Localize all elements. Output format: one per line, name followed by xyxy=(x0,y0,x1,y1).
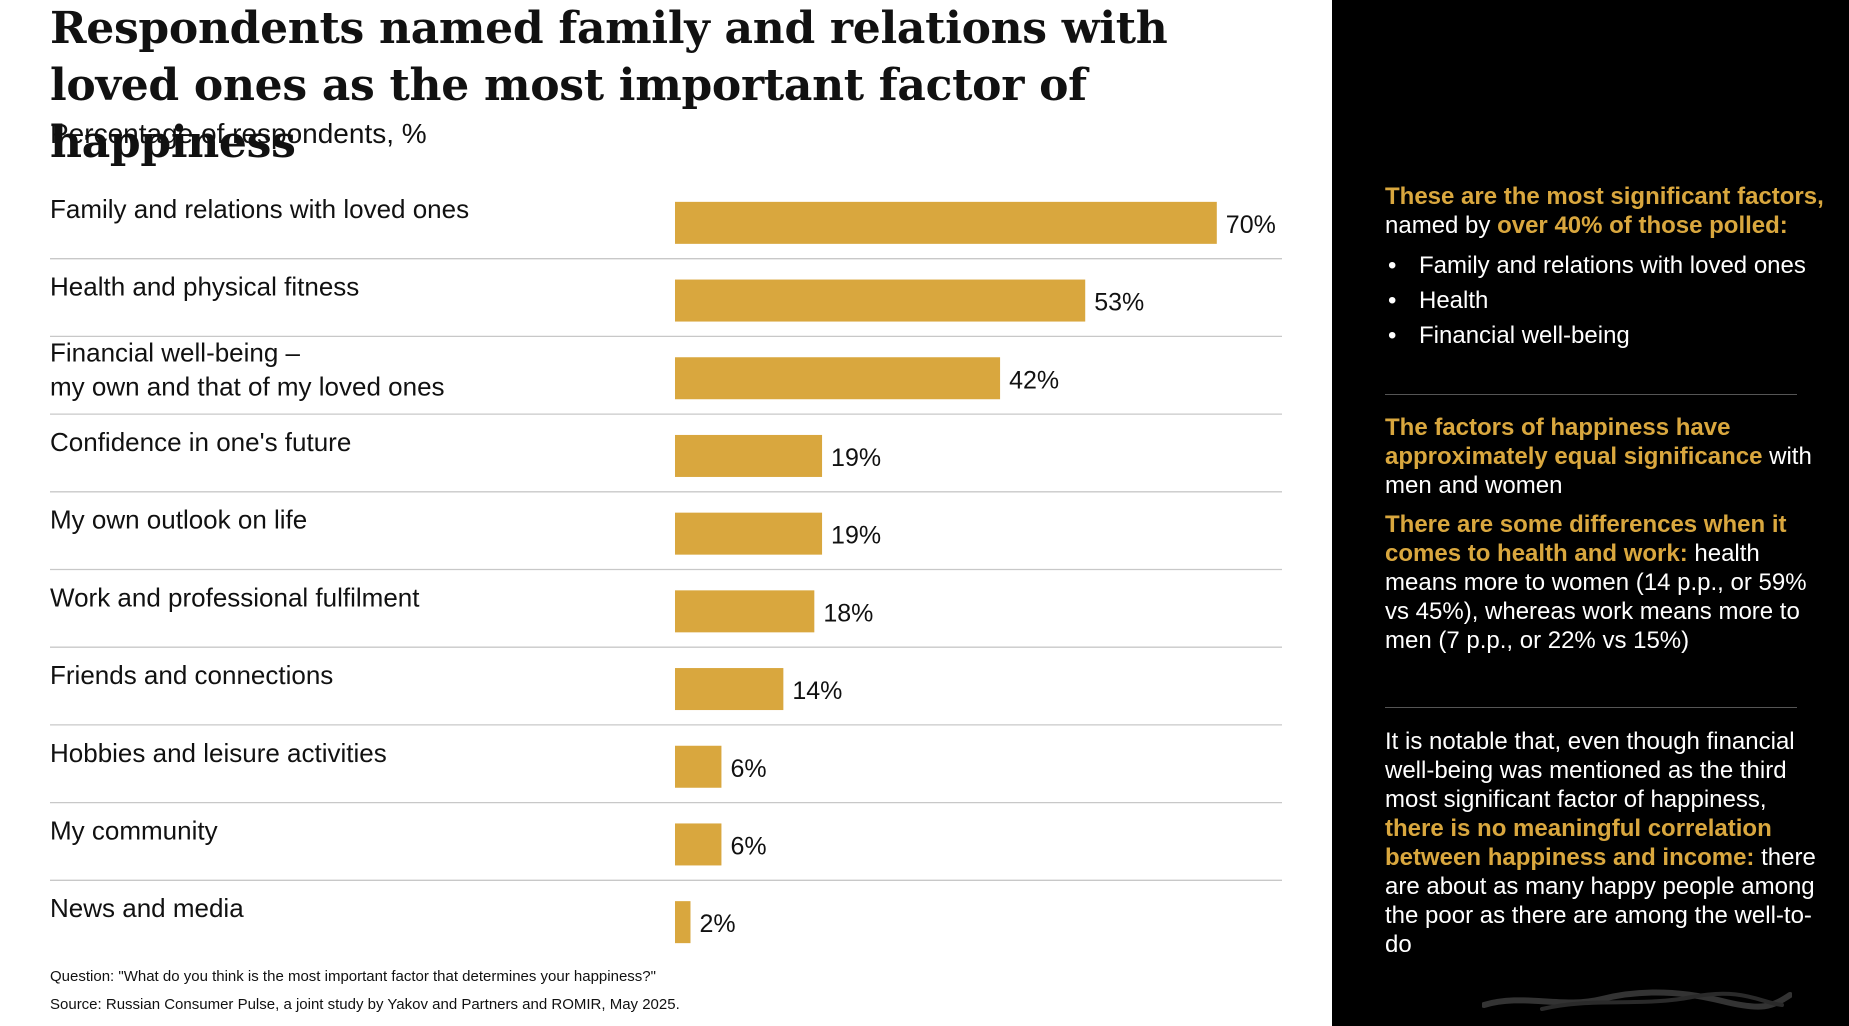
question-footnote: Question: "What do you think is the most… xyxy=(50,968,656,985)
list-item: • Health xyxy=(1385,283,1825,318)
panel-divider xyxy=(1385,707,1797,708)
insights-panel: These are the most significant factors, … xyxy=(1332,0,1849,1026)
gender-highlight: The factors of happiness have approximat… xyxy=(1385,414,1763,470)
category-label: Friends and connections xyxy=(50,660,333,690)
top-factors-lead-highlight-2: over 40% of those polled: xyxy=(1497,212,1788,239)
differences-text: health means more to women (14 p.p., or … xyxy=(1385,540,1807,654)
differences-highlight: There are some differences when it comes… xyxy=(1385,511,1787,567)
category-label: Work and professional fulfilment xyxy=(50,582,420,612)
value-label: 2% xyxy=(699,910,735,938)
bar xyxy=(675,823,722,866)
bar-chart: Family and relations with loved ones 70% H… xyxy=(50,194,1282,944)
category-label: Family and relations with loved ones xyxy=(50,194,469,224)
gender-text: with men and women xyxy=(1385,443,1812,499)
bar xyxy=(675,512,823,555)
income-highlight: there is no meaningful correlation betwe… xyxy=(1385,815,1772,871)
insight-block-top-factors: These are the most significant factors, … xyxy=(1385,182,1825,353)
bar xyxy=(675,590,815,633)
category-label: My own outlook on life xyxy=(50,505,307,535)
bar xyxy=(675,279,1086,322)
bullet-text: Family and relations with loved ones xyxy=(1419,252,1806,279)
value-label: 70% xyxy=(1226,211,1276,239)
list-item: • Financial well-being xyxy=(1385,318,1825,353)
bar xyxy=(675,745,722,788)
page-title: Respondents named family and relations w… xyxy=(50,3,1168,168)
insight-block-gender: The factors of happiness have approximat… xyxy=(1385,413,1825,500)
bar xyxy=(675,434,823,477)
bar xyxy=(675,201,1217,244)
top-factors-lead: These are the most significant factors, … xyxy=(1385,182,1825,240)
value-label: 42% xyxy=(1009,366,1059,394)
category-label: Confidence in one's future xyxy=(50,427,351,457)
top-factors-lead-text: named by xyxy=(1385,212,1498,239)
category-label: Health and physical fitness xyxy=(50,272,359,302)
category-label: Hobbies and leisure activities xyxy=(50,738,387,768)
panel-divider xyxy=(1385,394,1797,395)
value-label: 19% xyxy=(831,522,881,550)
category-label: Financial well-being – my own and that of… xyxy=(50,337,445,401)
insight-block-income: It is notable that, even though financia… xyxy=(1385,727,1825,959)
category-label: My community xyxy=(50,815,218,845)
bullet-icon: • xyxy=(1388,252,1397,279)
source-footnote: Source: Russian Consumer Pulse, a joint … xyxy=(50,996,680,1013)
bullet-text: Financial well-being xyxy=(1419,322,1630,349)
bar xyxy=(675,668,784,711)
signature-scribble xyxy=(1482,989,1792,1011)
value-label: 19% xyxy=(831,444,881,472)
income-text-2: there are about as many happy people amo… xyxy=(1385,844,1816,958)
chart-area: Respondents named family and relations w… xyxy=(50,3,1282,1013)
income-text-1: It is notable that, even though financia… xyxy=(1385,728,1795,813)
insight-block-differences: There are some differences when it comes… xyxy=(1385,510,1825,655)
top-factors-lead-highlight: These are the most significant factors, xyxy=(1385,183,1824,210)
bullet-icon: • xyxy=(1388,287,1397,314)
bullet-icon: • xyxy=(1388,322,1397,349)
value-label: 6% xyxy=(730,755,766,783)
top-factors-list: • Family and relations with loved ones • H… xyxy=(1385,248,1825,353)
list-item: • Family and relations with loved ones xyxy=(1385,248,1825,283)
chart-subtitle: Percentage of respondents, % xyxy=(50,118,427,149)
bullet-text: Health xyxy=(1419,287,1489,314)
value-label: 14% xyxy=(792,677,842,705)
category-label: News and media xyxy=(50,893,244,923)
bar xyxy=(675,901,691,944)
bar xyxy=(675,357,1001,400)
value-label: 53% xyxy=(1094,289,1144,317)
value-label: 18% xyxy=(823,599,873,627)
value-label: 6% xyxy=(730,832,766,860)
